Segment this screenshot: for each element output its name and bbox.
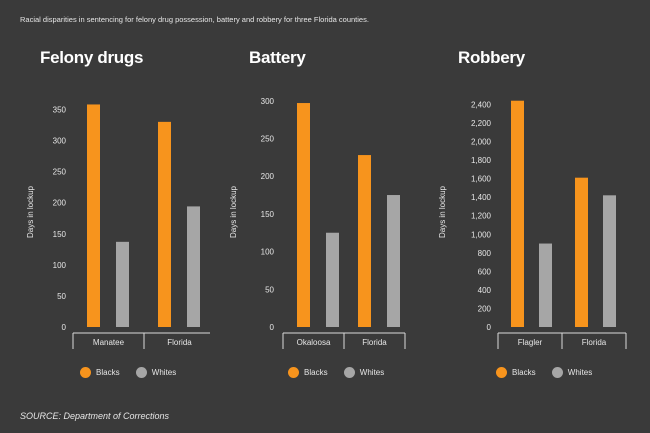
y-axis-label: Days in lockup [229,185,238,238]
y-axis-label: Days in lockup [438,185,447,238]
source-note: SOURCE: Department of Corrections [20,411,170,421]
y-tick-label: 200 [478,304,492,313]
y-tick-label: 200 [53,199,67,208]
x-tick-label: Flagler [518,338,543,347]
bar-whites-okaloosa [326,232,339,327]
y-tick-label: 1,200 [471,212,492,221]
legend: Blacks Whites [288,367,398,378]
y-tick-label: 800 [478,249,492,258]
bar-whites-florida [603,195,616,327]
bar-chart-svg: 0 200 400 600 800 1,000 1,200 1,400 1,600 1,800 2,… [438,100,627,349]
bar-blacks-flagler [511,100,524,327]
legend-label: Whites [151,368,177,377]
y-tick-label: 600 [478,267,492,276]
y-tick-label: 50 [265,285,274,294]
battery-chart: Battery 0 50 100 150 200 250 300 Days in lockup… [210,0,420,400]
y-tick-label: 0 [487,323,492,332]
y-tick-label: 400 [478,286,492,295]
y-tick-label: 150 [53,230,67,239]
chart-title: Robbery [458,48,525,67]
page-title: Racial disparities in sentencing for fel… [20,15,369,24]
legend-item-blacks: Blacks [496,367,536,378]
y-tick-label: 0 [270,323,275,332]
robbery-chart: Robbery 0 200 400 600 800 1,000 1,200 1,400 1,60… [420,0,630,400]
y-tick-label: 0 [62,323,67,332]
y-tick-label: 300 [53,137,67,146]
legend-item-whites: Whites [343,367,385,378]
bar-whites-manatee [116,241,129,327]
x-tick-label: Okaloosa [297,338,331,347]
x-tick-label: Florida [167,338,192,347]
chart-title: Felony drugs [40,48,144,67]
bar-blacks-okaloosa [297,103,310,328]
y-tick-label: 1,400 [471,193,492,202]
y-tick-label: 2,400 [471,100,492,109]
bar-blacks-manatee [87,104,100,327]
y-tick-label: 200 [261,172,275,181]
y-tick-label: 2,200 [471,119,492,128]
y-tick-label: 250 [53,168,67,177]
legend-swatch-blacks [80,367,91,378]
legend-item-blacks: Blacks [288,367,328,378]
x-tick-label: Florida [582,338,607,347]
legend: Blacks Whites [80,367,190,378]
legend-label: Whites [567,368,593,377]
bar-chart-svg: 0 50 100 150 200 250 300 350 Days in lockup Manat… [26,104,210,349]
bar-whites-flagler [539,243,552,327]
y-tick-label: 100 [53,261,67,270]
y-tick-label: 1,600 [471,175,492,184]
y-tick-label: 350 [53,105,67,114]
legend-swatch-whites [551,367,563,378]
legend-label: Blacks [304,368,328,377]
legend-swatch-whites [135,367,147,378]
legend-label: Blacks [512,368,536,377]
legend-label: Blacks [96,368,120,377]
y-tick-label: 300 [261,97,275,106]
y-tick-label: 250 [261,134,275,143]
bar-blacks-florida [158,121,171,327]
x-tick-label: Manatee [93,338,125,347]
bar-whites-florida [187,206,200,327]
y-tick-label: 150 [261,210,275,219]
y-tick-label: 2,000 [471,138,492,147]
legend-swatch-blacks [288,367,299,378]
legend-swatch-whites [343,367,355,378]
bar-whites-florida [387,195,400,327]
y-tick-label: 50 [57,292,66,301]
legend-item-whites: Whites [135,367,177,378]
legend-swatch-blacks [496,367,507,378]
chart-title: Battery [249,48,306,67]
y-tick-label: 1,000 [471,230,492,239]
bar-blacks-florida [358,155,371,327]
felony-drugs-chart: Felony drugs 0 50 100 150 200 250 300 350 Days i… [0,0,210,400]
x-tick-label: Florida [362,338,387,347]
legend-label: Whites [359,368,385,377]
legend-item-blacks: Blacks [80,367,120,378]
legend-item-whites: Whites [551,367,593,378]
legend: Blacks Whites [496,367,606,378]
bar-chart-svg: 0 50 100 150 200 250 300 Days in lockup Okaloosa… [229,97,406,349]
bar-blacks-florida [575,177,588,327]
y-tick-label: 100 [261,248,275,257]
y-axis-label: Days in lockup [26,185,35,238]
y-tick-label: 1,800 [471,156,492,165]
